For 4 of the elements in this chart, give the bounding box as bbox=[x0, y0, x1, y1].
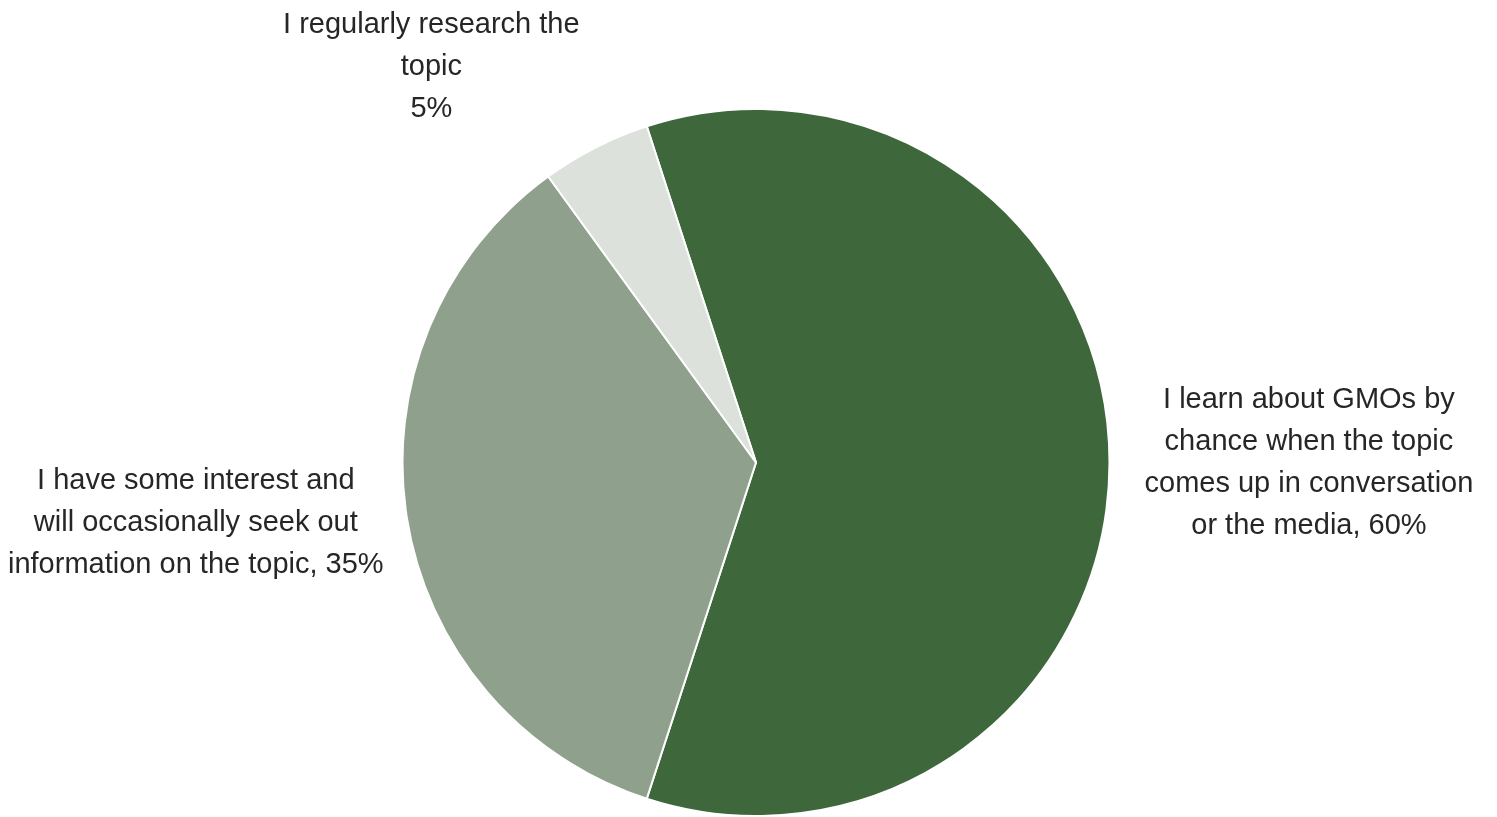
data-label: 5% bbox=[410, 91, 453, 123]
slice-label: I regularly research the topic bbox=[283, 7, 580, 81]
slice-label: I have some interest and will occasionally seek out information on the topic, 35% bbox=[7, 463, 384, 580]
slice-label: I learn about GMOs by chance when the topic comes up in conversation or the media, 60% bbox=[1144, 381, 1474, 540]
